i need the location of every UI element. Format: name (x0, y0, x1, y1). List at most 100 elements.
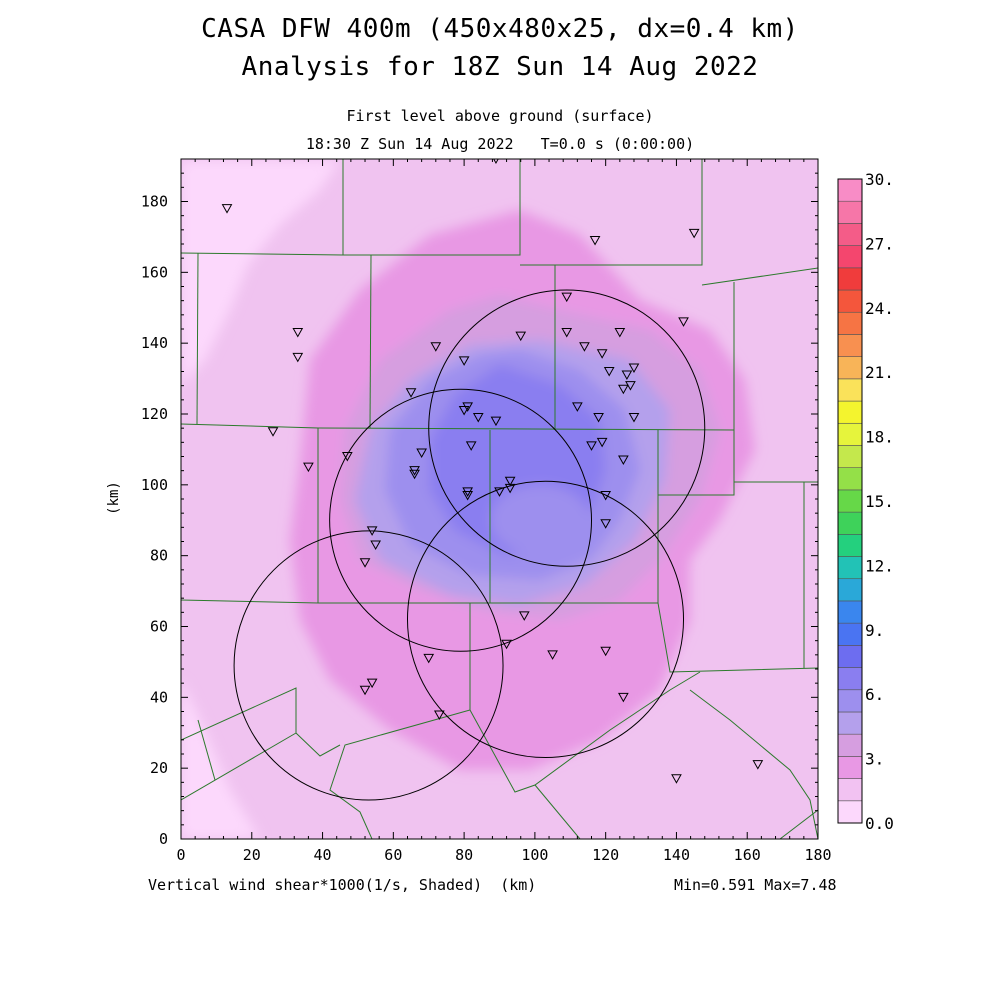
colorbar-segment (837, 778, 863, 802)
station-marker (370, 540, 381, 551)
station-marker (625, 381, 636, 391)
station-marker (628, 413, 640, 423)
y-tick-label: 160 (141, 263, 168, 281)
station-marker (416, 448, 427, 458)
x-tick-label: 80 (455, 846, 473, 864)
colorbar-frame (837, 178, 863, 824)
station-marker (462, 490, 474, 501)
colorbar-segment (837, 223, 863, 246)
y-tick-label: 100 (141, 476, 168, 494)
y-tick-label: 80 (150, 547, 168, 565)
y-tick-label: 60 (150, 618, 168, 636)
station-marker (458, 356, 470, 366)
shear-field (181, 160, 755, 839)
chart-subtitle-time: 18:30 Z Sun 14 Aug 2022 T=0.0 s (0:00:00… (305, 135, 695, 153)
station-marker (359, 558, 371, 568)
station-marker (501, 639, 512, 650)
colorbar-segment (837, 334, 863, 357)
colorbar-segment (837, 511, 863, 535)
radar-range-ring (428, 289, 706, 567)
chart-subtitle-level: First level above ground (surface) (346, 107, 654, 125)
y-tick-label: 180 (141, 193, 168, 211)
colorbar-segment (837, 400, 863, 424)
colorbar-segment (837, 756, 863, 779)
plot-area (181, 159, 818, 839)
radar-range-rings (233, 289, 706, 801)
station-marker (462, 402, 474, 412)
colorbar-segment (837, 578, 863, 602)
x-axis: 0 20 40 60 80 100 120 140 160 180 (176, 159, 832, 864)
observation-stations (221, 159, 764, 784)
radar-range-ring (406, 480, 685, 759)
colorbar-segment (837, 556, 863, 580)
colorbar-label: 12. (865, 556, 894, 575)
station-marker (303, 462, 314, 473)
colorbar-segment (837, 289, 863, 313)
colorbar-label: 0.0 (865, 814, 894, 833)
y-tick-label: 0 (159, 830, 168, 848)
colorbar-segment (837, 711, 863, 735)
footer-field-label: Vertical wind shear*1000(1/s, Shaded) (k… (148, 876, 537, 894)
colorbar-segment (837, 422, 863, 446)
colorbar-label: 24. (865, 299, 894, 318)
station-marker (465, 441, 477, 451)
radar-range-ring (329, 388, 593, 652)
chart-title-line2: Analysis for 18Z Sun 14 Aug 2022 (241, 52, 759, 82)
x-tick-label: 40 (314, 846, 332, 864)
colorbar-segment (837, 534, 863, 557)
colorbar-segment (837, 800, 863, 824)
colorbar-segment (837, 667, 863, 691)
colorbar: 0.0 3. 6. 9. 12. 15. 18. 21. 24. 27. 30. (837, 170, 894, 833)
station-marker (267, 427, 279, 437)
colorbar-segment (837, 178, 863, 202)
station-marker (628, 363, 640, 373)
station-marker (518, 611, 530, 621)
y-tick-label: 40 (150, 688, 168, 706)
x-tick-label: 0 (176, 846, 185, 864)
station-marker (618, 692, 629, 703)
station-marker (504, 483, 516, 494)
station-marker (600, 519, 612, 529)
station-marker (494, 487, 505, 497)
station-marker (561, 328, 573, 338)
y-tick-label: 20 (150, 759, 168, 777)
y-axis: 0 20 40 60 80 100 120 140 160 180 (141, 172, 818, 848)
colorbar-label: 30. (865, 170, 894, 189)
station-marker (596, 437, 608, 448)
station-marker (688, 228, 700, 239)
county-boundaries (181, 159, 818, 839)
x-tick-label: 180 (804, 846, 831, 864)
station-marker (504, 476, 516, 487)
x-tick-label: 120 (592, 846, 619, 864)
x-tick-label: 140 (663, 846, 690, 864)
colorbar-label: 27. (865, 234, 894, 253)
station-marker (600, 490, 612, 501)
colorbar-segment (837, 467, 863, 491)
x-tick-label: 100 (521, 846, 548, 864)
colorbar-segment (837, 733, 863, 757)
colorbar-segment (837, 200, 863, 224)
station-marker (561, 292, 573, 303)
x-tick-label: 20 (243, 846, 261, 864)
footer-min-max: Min=0.591 Max=7.48 (674, 876, 837, 894)
station-marker (600, 646, 612, 657)
station-marker (603, 367, 615, 377)
station-marker (341, 452, 353, 462)
y-tick-label: 140 (141, 334, 168, 352)
colorbar-segment (837, 622, 863, 646)
colorbar-segment (837, 689, 863, 713)
colorbar-label: 18. (865, 428, 894, 447)
station-marker (366, 526, 378, 536)
station-marker (621, 370, 633, 381)
station-marker (593, 413, 604, 423)
station-marker (671, 774, 682, 784)
x-tick-label: 160 (734, 846, 761, 864)
y-tick-label: 120 (141, 405, 168, 423)
station-marker (458, 405, 470, 416)
station-marker (366, 678, 378, 689)
colorbar-segment (837, 645, 863, 668)
station-marker (515, 331, 527, 342)
colorbar-segment (837, 356, 863, 380)
colorbar-segment (837, 445, 863, 468)
station-marker (359, 685, 371, 696)
